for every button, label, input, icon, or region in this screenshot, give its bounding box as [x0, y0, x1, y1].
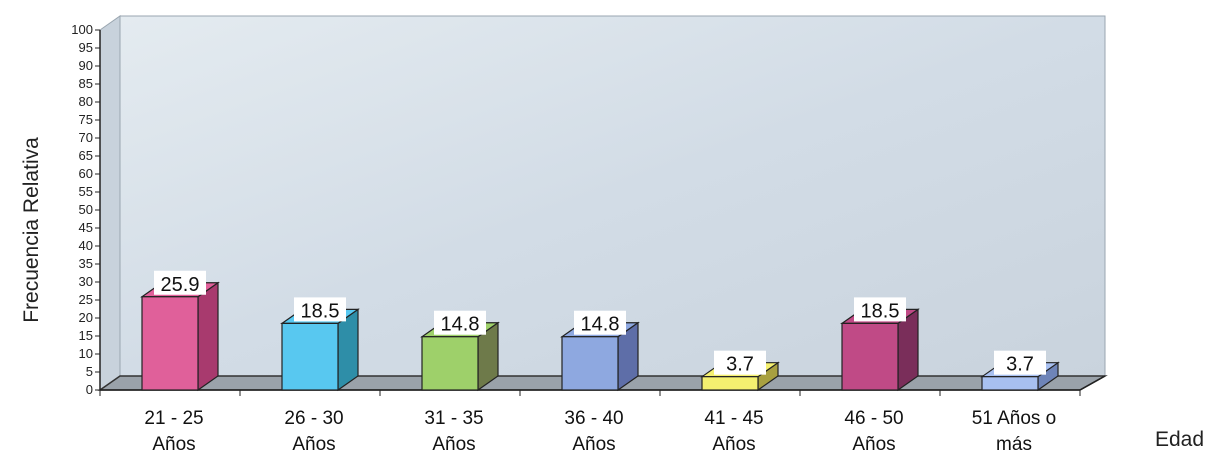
x-tick-label: 21 - 25 Años	[144, 408, 203, 455]
data-label: 3.7	[1006, 354, 1034, 376]
x-axis-depth-line	[1079, 375, 1106, 391]
y-tick-label: 10	[79, 346, 93, 361]
x-tick-label: 26 - 30 Años	[284, 408, 343, 455]
x-tick-label: 41 - 45 Años	[704, 408, 763, 455]
y-tick-label: 20	[79, 310, 93, 325]
bar	[141, 296, 199, 391]
bar-side	[197, 281, 219, 392]
data-label: 14.8	[581, 314, 620, 336]
data-label: 18.5	[861, 300, 900, 322]
bar	[701, 376, 759, 391]
x-axis-title: Edad	[1155, 428, 1204, 451]
side-wall	[99, 15, 121, 391]
y-tick-label: 75	[79, 112, 93, 127]
data-label: 18.5	[301, 300, 340, 322]
bar	[421, 336, 479, 391]
data-label: 3.7	[726, 354, 754, 376]
data-label-box	[294, 297, 346, 322]
bar	[281, 322, 339, 391]
y-tick-label: 15	[79, 328, 93, 343]
y-tick-label: 90	[79, 58, 93, 73]
y-tick-label: 0	[86, 382, 93, 397]
y-tick-label: 80	[79, 94, 93, 109]
data-label-box	[854, 297, 906, 322]
bar-group: 25.9	[140, 270, 220, 392]
y-tick-label: 50	[79, 202, 93, 217]
y-tick-label: 45	[79, 220, 93, 235]
y-tick-label: 25	[79, 292, 93, 307]
y-tick-label: 65	[79, 148, 93, 163]
y-tick-label: 100	[71, 22, 93, 37]
bar-group: 18.5	[840, 297, 920, 392]
y-tick-label: 70	[79, 130, 93, 145]
bar-group: 3.7	[700, 350, 780, 392]
data-label-box	[574, 310, 626, 335]
bar-group: 3.7	[980, 350, 1060, 392]
bar-group: 14.8	[560, 310, 640, 392]
y-tick-label: 5	[86, 364, 93, 379]
bar	[841, 322, 899, 391]
y-axis: 0 5 10 15 20 25 30 35 40 45 50 55 60 65 70 75 80 85 90 95 10…	[71, 22, 101, 397]
bar-series: 25.9 18.5 14.8 14.8 3.7 18.5 3.7	[140, 270, 1060, 392]
x-tick-label: 31 - 35 Años	[424, 408, 483, 455]
x-tick-label: 36 - 40 Años	[564, 408, 623, 455]
bar-group: 14.8	[420, 310, 500, 392]
data-label: 25.9	[161, 274, 200, 296]
y-tick-label: 85	[79, 76, 93, 91]
y-axis-title: Frecuencia Relativa	[20, 137, 43, 323]
y-tick-label: 60	[79, 166, 93, 181]
data-label-box	[154, 270, 206, 295]
x-tick-label: 51 Años o más	[972, 408, 1057, 455]
bar	[561, 336, 619, 391]
y-tick-label: 55	[79, 184, 93, 199]
y-tick-label: 35	[79, 256, 93, 271]
data-label-box	[994, 350, 1046, 375]
y-tick-label: 40	[79, 238, 93, 253]
x-tick-label: 46 - 50 Años	[844, 408, 903, 455]
bar	[981, 376, 1039, 391]
y-tick-label: 30	[79, 274, 93, 289]
bar-group: 18.5	[280, 297, 360, 392]
data-label-box	[714, 350, 766, 375]
data-label-box	[434, 310, 486, 335]
data-label: 14.8	[441, 314, 480, 336]
y-tick-label: 95	[79, 40, 93, 55]
